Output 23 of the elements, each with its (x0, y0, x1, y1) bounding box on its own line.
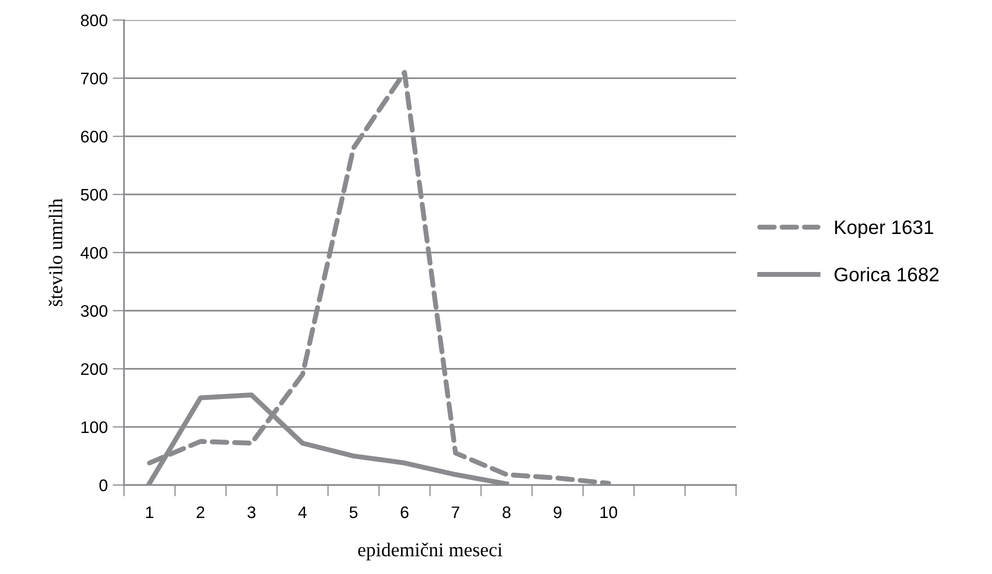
x-tick-label: 3 (248, 506, 256, 518)
x-tick-label: 1 (146, 506, 154, 518)
y-tick-label: 600 (81, 130, 108, 143)
x-axis-title: epidemični meseci (358, 542, 502, 560)
legend-label: Koper 1631 (835, 220, 934, 238)
x-tick-label: 6 (400, 506, 408, 518)
y-axis-title: število umrlih (48, 198, 62, 306)
y-tick-label: 800 (80, 14, 108, 26)
y-tick-label: 500 (80, 188, 108, 201)
y-tick-label: 400 (80, 246, 108, 259)
x-tick-label: 9 (554, 506, 562, 518)
y-tick-label: 200 (81, 363, 108, 375)
x-tick-label: 8 (502, 506, 510, 518)
x-tick-label: 10 (600, 506, 618, 518)
x-tick-label: 5 (350, 506, 358, 518)
y-tick-label: 100 (81, 421, 108, 434)
legend-label: Gorica 1682 (834, 267, 939, 282)
y-tick-label: 300 (80, 305, 108, 317)
x-tick-label: 7 (452, 506, 460, 518)
y-tick-label: 0 (99, 479, 108, 492)
y-tick-label: 700 (81, 72, 108, 84)
x-tick-label: 2 (196, 506, 204, 518)
x-tick-label: 4 (298, 506, 307, 518)
